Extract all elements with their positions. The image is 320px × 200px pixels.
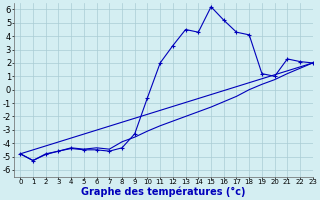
X-axis label: Graphe des températures (°c): Graphe des températures (°c) (81, 187, 246, 197)
